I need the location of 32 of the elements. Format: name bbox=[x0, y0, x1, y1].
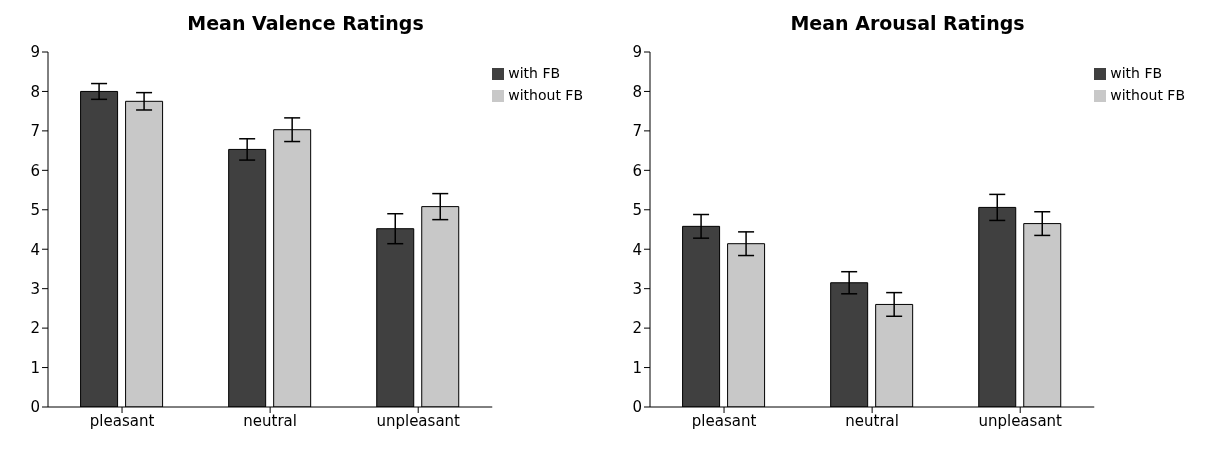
chart-title: Mean Arousal Ratings bbox=[789, 11, 1026, 36]
x-tick-label: pleasant bbox=[89, 411, 155, 430]
y-tick-label: 7 bbox=[632, 122, 642, 141]
chart-title: Mean Valence Ratings bbox=[186, 11, 425, 36]
y-tick-label: 1 bbox=[632, 358, 642, 377]
y-tick-label: 4 bbox=[30, 240, 40, 259]
legend-label: with FB bbox=[508, 65, 561, 81]
y-tick-label: 8 bbox=[30, 82, 40, 101]
y-tick-label: 6 bbox=[30, 161, 40, 180]
y-tick-label: 1 bbox=[30, 358, 40, 377]
y-tick-label: 5 bbox=[30, 201, 40, 220]
y-tick-label: 9 bbox=[30, 43, 40, 62]
y-tick-label: 4 bbox=[632, 240, 642, 259]
y-tick-label: 0 bbox=[30, 398, 40, 417]
legend-label: without FB bbox=[1110, 87, 1185, 103]
legend-label: with FB bbox=[1110, 65, 1163, 81]
y-tick-label: 5 bbox=[632, 201, 642, 220]
x-tick-label: pleasant bbox=[691, 411, 757, 430]
y-tick-label: 3 bbox=[632, 279, 642, 298]
y-tick-label: 9 bbox=[632, 43, 642, 62]
y-tick-label: 7 bbox=[30, 122, 40, 141]
y-tick-label: 8 bbox=[632, 82, 642, 101]
y-tick-label: 3 bbox=[30, 279, 40, 298]
legend-label: without FB bbox=[508, 87, 583, 103]
x-tick-label: neutral bbox=[243, 411, 297, 430]
y-tick-label: 2 bbox=[30, 319, 40, 338]
y-tick-label: 6 bbox=[632, 161, 642, 180]
x-tick-label: unpleasant bbox=[978, 411, 1063, 430]
x-tick-label: unpleasant bbox=[376, 411, 461, 430]
x-tick-label: neutral bbox=[845, 411, 899, 430]
y-tick-label: 2 bbox=[632, 319, 642, 338]
y-tick-label: 0 bbox=[632, 398, 642, 417]
